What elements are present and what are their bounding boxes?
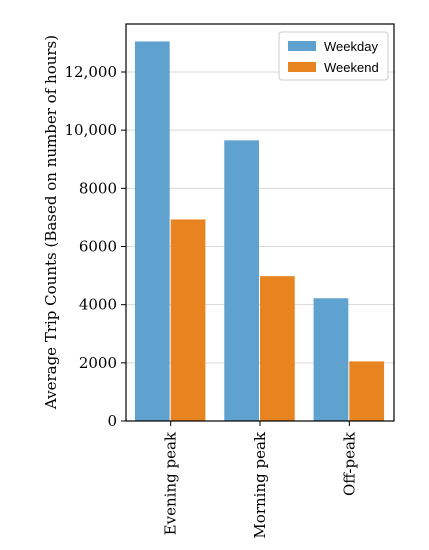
y-tick-label: 4000 (79, 296, 117, 314)
bar-weekend-off-peak (349, 361, 385, 421)
y-tick-label: 2000 (79, 354, 117, 372)
bars (134, 41, 385, 422)
bar-weekday-off-peak (313, 298, 349, 421)
y-tick-label: 0 (107, 412, 117, 430)
x-tick-label: Evening peak (162, 431, 180, 535)
legend: Weekday Weekend (278, 31, 389, 81)
y-tick-label: 8000 (79, 179, 117, 197)
bar-weekday-morning-peak (224, 140, 259, 422)
x-tick-label: Off-peak (340, 431, 358, 496)
legend-label-weekend: Weekend (324, 60, 379, 75)
x-tick-label: Morning peak (251, 431, 269, 538)
legend-label-weekday: Weekday (324, 39, 378, 54)
y-tick-label: 6000 (79, 237, 117, 255)
bar-weekend-evening-peak (170, 219, 206, 421)
y-tick-label: 12,000 (65, 63, 118, 81)
y-axis-ticks: 0 2000 4000 6000 8000 10,000 12,000 (65, 63, 126, 430)
bar-weekday-evening-peak (134, 41, 170, 421)
y-axis-title: Average Trip Counts (Based on number of … (42, 35, 60, 410)
y-tick-label: 10,000 (65, 121, 118, 139)
x-axis-ticks: Evening peak Morning peak Off-peak (162, 421, 358, 539)
legend-swatch-weekday (288, 41, 316, 51)
legend-swatch-weekend (288, 62, 316, 72)
bar-weekend-morning-peak (260, 276, 295, 421)
